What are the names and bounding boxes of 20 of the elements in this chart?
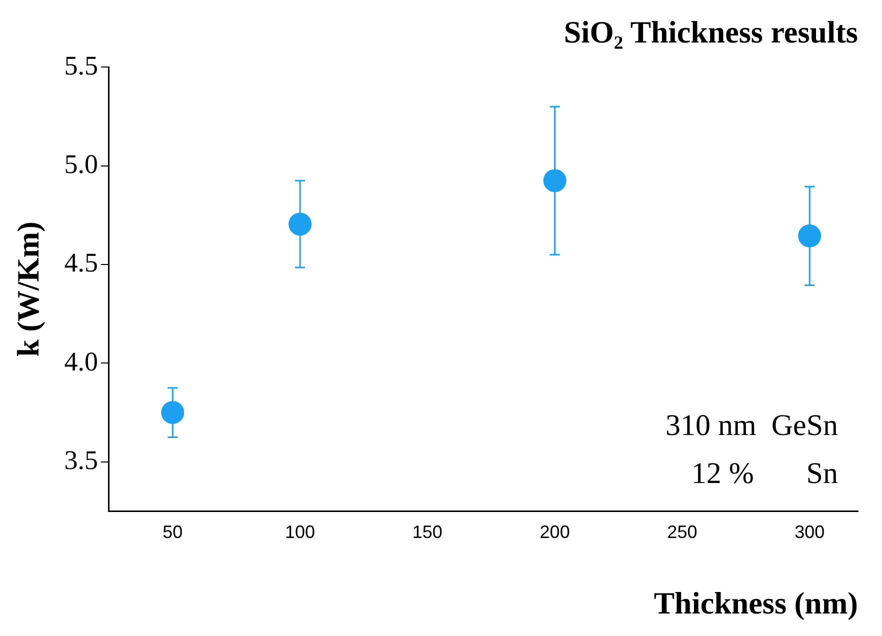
y-tick-label: 5.5 [64,50,98,80]
y-tick-label: 4.5 [64,248,98,278]
x-tick-label: 300 [794,522,825,542]
point [161,401,184,424]
point [543,169,566,192]
annotation: 310 nm GeSn [666,409,838,442]
y-tick-label: 3.5 [64,444,98,475]
annotation: 12 % Sn [691,457,838,490]
x-tick-label: 100 [285,522,316,542]
x-tick-label: 250 [667,522,698,542]
y-tick-label: 4.0 [64,346,98,376]
y-axis-title: k (W/Km) [10,222,46,357]
y-tick-label: 5.0 [64,148,98,179]
chart-title: SiO₂ Thickness results [564,14,858,50]
x-tick-label: 200 [540,522,570,542]
x-axis-title: Thickness (nm) [654,585,858,620]
x-tick-label: 150 [412,522,442,542]
point [288,212,312,236]
point [798,224,822,248]
x-tick-label: 50 [162,522,183,542]
